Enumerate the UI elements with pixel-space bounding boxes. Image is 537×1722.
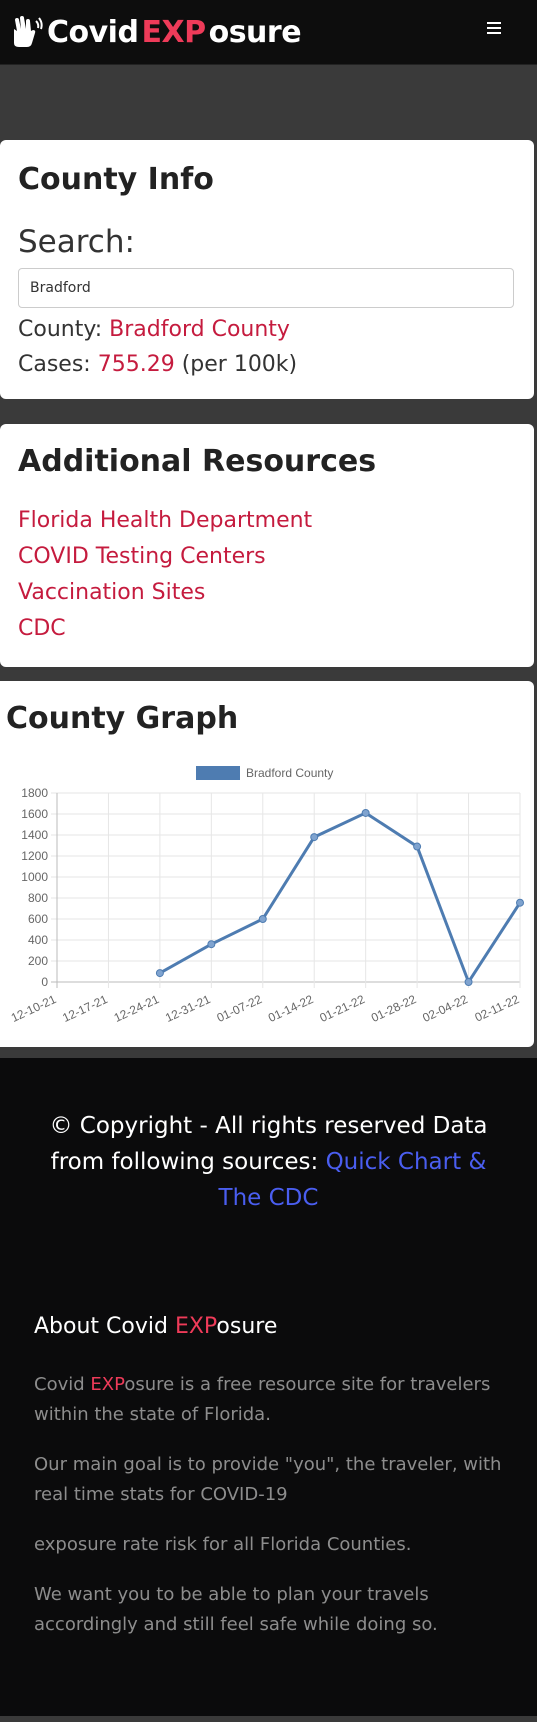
x-tick-label: 12-10-21 <box>9 992 59 1025</box>
link-cdc[interactable]: CDC <box>18 616 66 641</box>
copyright-text: © Copyright - All rights reserved Data f… <box>49 1113 488 1175</box>
data-point <box>413 842 422 851</box>
cases-value: 755.29 <box>97 352 175 377</box>
search-input[interactable]: Bradford <box>18 268 514 308</box>
sources-link[interactable]: Quick Chart & The CDC <box>218 1149 487 1211</box>
about-paragraph-2: Our main goal is to provide "you", the t… <box>34 1454 502 1505</box>
brand-prefix: Covid <box>47 14 139 50</box>
x-tick-label: 02-04-22 <box>420 992 470 1025</box>
link-testing-centers[interactable]: COVID Testing Centers <box>18 544 266 569</box>
y-tick-label: 1600 <box>21 807 48 821</box>
x-tick-label: 01-21-22 <box>317 992 367 1025</box>
y-tick-label: 1200 <box>21 849 48 863</box>
x-tick-label: 01-07-22 <box>215 992 265 1025</box>
data-point <box>361 808 370 817</box>
brand[interactable]: Covid EXP osure <box>10 14 302 50</box>
about-paragraph-3: exposure rate risk for all Florida Count… <box>34 1534 412 1555</box>
p1-accent: EXP <box>90 1374 125 1395</box>
y-tick-label: 1800 <box>21 786 48 800</box>
legend-label: Bradford County <box>246 766 333 780</box>
cases-label: Cases: <box>18 352 98 377</box>
county-line: County: Bradford County <box>18 317 290 342</box>
about-prefix: About Covid <box>34 1314 175 1339</box>
county-line-chart: Bradford County 0 200 400 600 800 1000 1200 1400… <box>9 766 524 1025</box>
resources-card: Additional Resources Florida Health Depa… <box>0 424 534 667</box>
x-tick-label: 01-28-22 <box>369 992 419 1025</box>
county-value: Bradford County <box>109 317 290 342</box>
data-point <box>464 978 473 986</box>
brand-suffix: osure <box>208 14 302 50</box>
hamburger-menu-icon[interactable] <box>483 20 505 38</box>
about-paragraph-1: Covid EXPosure is a free resource site f… <box>34 1370 514 1430</box>
y-tick-label: 1000 <box>21 870 48 884</box>
resources-title: Additional Resources <box>18 444 377 479</box>
graph-card: County Graph Bradford County 0 200 400 600 80… <box>0 681 534 1047</box>
data-point <box>155 969 164 978</box>
x-tick-label: 12-17-21 <box>60 992 110 1025</box>
about-suffix: osure <box>216 1314 278 1339</box>
y-tick-label: 600 <box>28 912 48 926</box>
p1-prefix: Covid <box>34 1374 91 1395</box>
data-point <box>516 898 524 907</box>
copyright: © Copyright - All rights reserved Data f… <box>0 1108 537 1216</box>
y-tick-label: 1400 <box>21 828 48 842</box>
about-accent: EXP <box>174 1314 217 1339</box>
footer: © Copyright - All rights reserved Data f… <box>0 1058 537 1716</box>
y-tick-label: 800 <box>28 891 48 905</box>
cases-line: Cases: 755.29 (per 100k) <box>18 352 297 377</box>
about-paragraph-4: We want you to be able to plan your trav… <box>34 1584 438 1635</box>
county-label: County: <box>18 317 110 342</box>
navbar: Covid EXP osure <box>0 0 537 65</box>
county-info-title: County Info <box>18 162 214 197</box>
legend-swatch <box>196 766 240 780</box>
graph-title: County Graph <box>6 701 239 736</box>
x-tick-label: 02-11-22 <box>473 992 522 1025</box>
bottom-strip <box>0 1716 537 1722</box>
county-info-card: County Info Search: Bradford County: Bra… <box>0 140 534 399</box>
link-vaccination-sites[interactable]: Vaccination Sites <box>18 580 206 605</box>
brand-accent: EXP <box>141 14 206 50</box>
hands-icon <box>10 15 44 49</box>
y-tick-label: 200 <box>28 954 48 968</box>
y-tick-label: 0 <box>41 975 48 989</box>
x-tick-label: 01-14-22 <box>266 992 316 1025</box>
cases-unit: (per 100k) <box>174 352 298 377</box>
link-florida-health[interactable]: Florida Health Department <box>18 508 313 533</box>
about-title: About Covid EXPosure <box>34 1314 277 1339</box>
data-point <box>207 940 216 949</box>
series-line <box>159 811 522 986</box>
y-tick-label: 400 <box>28 933 48 947</box>
search-label: Search: <box>18 224 135 260</box>
x-tick-label: 12-24-21 <box>112 992 162 1025</box>
x-tick-label: 12-31-21 <box>163 992 213 1025</box>
p1-suffix: osure is a free resource site for travel… <box>34 1374 491 1425</box>
data-point <box>258 915 267 923</box>
data-point <box>310 833 319 842</box>
